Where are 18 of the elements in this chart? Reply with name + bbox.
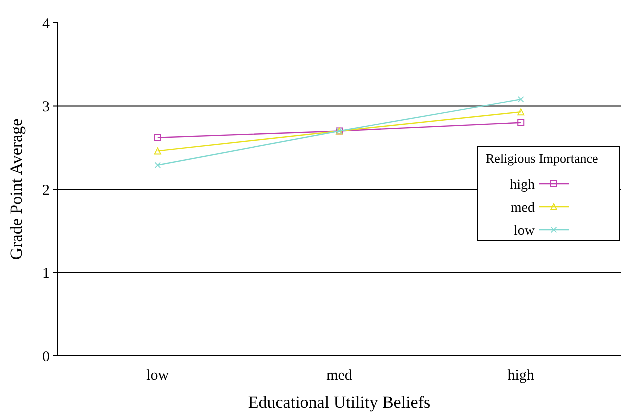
- x-tick-label: med: [326, 368, 353, 384]
- x-axis-title: Educational Utility Beliefs: [248, 393, 431, 412]
- point: [518, 119, 525, 126]
- x-tick-label: low: [146, 368, 170, 384]
- x-tick-label: high: [508, 368, 535, 384]
- legend-label: low: [514, 224, 536, 239]
- point: [518, 96, 524, 103]
- y-tick-label: 1: [42, 266, 50, 282]
- y-tick-label: 2: [42, 182, 50, 199]
- point: [154, 134, 162, 142]
- y-axis-title: Grade Point Average: [7, 118, 26, 260]
- legend-title: Religious Importance: [486, 151, 599, 166]
- y-tick-label: 3: [42, 100, 50, 116]
- legend-label: high: [510, 178, 535, 193]
- y-tick-label: 4: [42, 16, 50, 32]
- point: [154, 162, 161, 168]
- legend-label: med: [510, 200, 535, 216]
- y-tick-label: 0: [42, 349, 50, 366]
